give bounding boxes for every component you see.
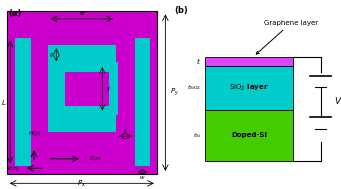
Text: Graphene layer: Graphene layer <box>256 20 318 54</box>
Text: $g$: $g$ <box>48 51 54 59</box>
Bar <box>109 62 118 115</box>
Bar <box>48 45 65 132</box>
Bar <box>15 38 31 166</box>
Text: $L$: $L$ <box>1 98 6 107</box>
Text: $t_{\mathsf{SiO2}}$: $t_{\mathsf{SiO2}}$ <box>187 83 201 92</box>
Text: $H(y)$: $H(y)$ <box>28 129 41 138</box>
Text: $k(z)$: $k(z)$ <box>7 164 19 173</box>
Text: $P_x$: $P_x$ <box>77 179 86 189</box>
Text: $\rm SiO_2$ layer: $\rm SiO_2$ layer <box>229 83 269 93</box>
Bar <box>205 110 293 161</box>
Bar <box>65 106 116 115</box>
Text: $y$: $y$ <box>106 85 112 93</box>
Text: $a$: $a$ <box>79 9 85 17</box>
Text: $E(x)$: $E(x)$ <box>89 154 101 163</box>
Text: $t_{\mathsf{Si}}$: $t_{\mathsf{Si}}$ <box>193 131 201 140</box>
Text: $V_g$: $V_g$ <box>334 95 341 109</box>
Bar <box>65 62 116 72</box>
Bar <box>205 66 293 110</box>
Text: $P_y$: $P_y$ <box>170 87 180 98</box>
Text: (a): (a) <box>9 9 22 19</box>
Bar <box>205 57 293 66</box>
Bar <box>48 45 116 64</box>
Bar <box>7 11 157 174</box>
Text: $s$: $s$ <box>123 127 128 134</box>
Bar <box>48 113 116 132</box>
Text: Doped-Si: Doped-Si <box>231 132 267 138</box>
Text: $t$: $t$ <box>196 57 201 66</box>
Text: (b): (b) <box>174 6 188 15</box>
Bar <box>135 38 150 166</box>
Text: $w$: $w$ <box>139 174 146 181</box>
Bar <box>65 64 116 113</box>
